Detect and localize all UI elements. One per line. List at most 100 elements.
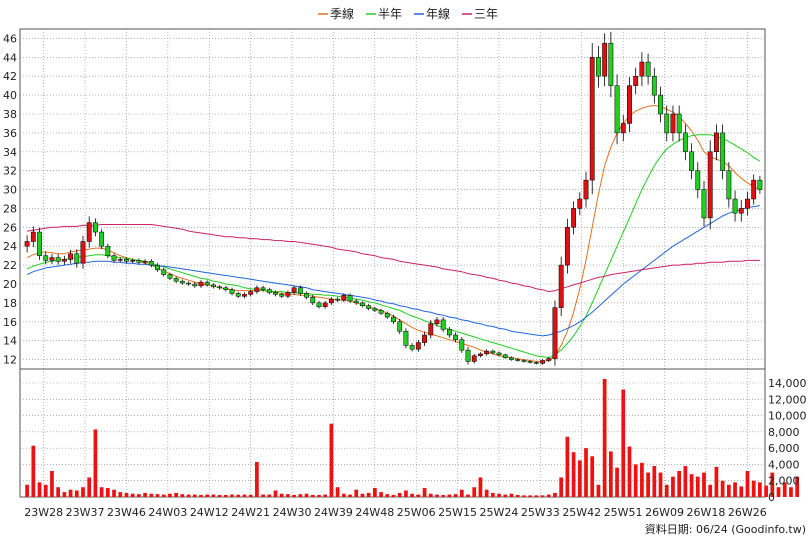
x-tick-label: 24W03 bbox=[148, 506, 187, 519]
volume-bar bbox=[124, 492, 129, 497]
candle-body bbox=[384, 313, 390, 318]
ma-3year-line bbox=[27, 224, 760, 293]
candle-body bbox=[397, 321, 403, 332]
price-tick-label: 14 bbox=[3, 335, 17, 348]
volume-bar bbox=[714, 466, 719, 497]
volume-bar bbox=[608, 451, 613, 497]
volume-bar bbox=[733, 482, 737, 497]
volume-bar bbox=[497, 493, 501, 497]
x-tick-label: 25W06 bbox=[397, 506, 436, 519]
volume-bar bbox=[223, 494, 228, 497]
volume-bar bbox=[298, 494, 303, 497]
candle-body bbox=[533, 362, 539, 364]
volume-bar bbox=[261, 494, 265, 497]
candle-body bbox=[61, 259, 67, 262]
candle-body bbox=[186, 282, 191, 285]
candle-body bbox=[676, 113, 682, 134]
volume-bar bbox=[329, 423, 334, 497]
candle-body bbox=[627, 85, 632, 124]
candle-body bbox=[596, 57, 601, 77]
candle-body bbox=[670, 113, 676, 134]
volume-bar bbox=[758, 482, 762, 497]
volume-bar bbox=[248, 494, 253, 497]
candle-body bbox=[161, 269, 167, 275]
candle-body bbox=[347, 295, 353, 302]
volume-bar bbox=[130, 493, 135, 497]
candle-body bbox=[353, 300, 359, 304]
price-tick-label: 40 bbox=[3, 89, 17, 102]
candle-body bbox=[620, 123, 626, 134]
price-tick-label: 34 bbox=[3, 146, 17, 159]
volume-bar bbox=[565, 436, 570, 497]
volume-bar bbox=[43, 484, 48, 497]
volume-tick-label: 4,000 bbox=[768, 458, 800, 471]
candle-body bbox=[99, 231, 105, 247]
price-tick-label: 36 bbox=[3, 127, 17, 140]
volume-bar bbox=[360, 493, 365, 497]
volume-bar bbox=[341, 493, 346, 497]
candle-body bbox=[173, 278, 179, 282]
candle-body bbox=[117, 259, 123, 261]
volume-bar bbox=[192, 494, 197, 497]
volume-bar bbox=[149, 493, 154, 497]
candle-body bbox=[633, 75, 639, 86]
candle-body bbox=[645, 61, 651, 77]
volume-bar bbox=[143, 492, 147, 497]
price-tick-label: 42 bbox=[3, 70, 17, 83]
volume-bar bbox=[559, 477, 564, 497]
candle-body bbox=[689, 151, 695, 171]
candle-body bbox=[391, 316, 396, 323]
x-tick-label: 25W24 bbox=[480, 506, 519, 519]
volume-bar bbox=[540, 495, 545, 497]
candle-body bbox=[37, 231, 42, 256]
legend-label: 三年 bbox=[474, 7, 498, 21]
legend-label: 半年 bbox=[378, 7, 402, 21]
volume-bar bbox=[683, 466, 688, 497]
volume-bar bbox=[93, 429, 98, 497]
volume-bar bbox=[534, 495, 539, 497]
candle-body bbox=[658, 94, 663, 115]
candle-body bbox=[521, 360, 527, 362]
candle-body bbox=[434, 319, 440, 324]
candle-body bbox=[285, 292, 291, 297]
volume-bar bbox=[490, 492, 495, 497]
x-tick-label: 24W39 bbox=[314, 506, 353, 519]
volume-bar bbox=[658, 472, 663, 497]
candle-body bbox=[682, 132, 688, 153]
candle-body bbox=[124, 259, 129, 262]
volume-bar bbox=[689, 474, 694, 497]
candle-body bbox=[105, 245, 111, 256]
candle-body bbox=[465, 349, 471, 362]
price-tick-label: 26 bbox=[3, 221, 17, 234]
candle-body bbox=[136, 260, 142, 263]
volume-bar bbox=[447, 494, 452, 497]
volume-bar bbox=[708, 484, 713, 497]
candle-body bbox=[86, 222, 92, 242]
volume-bar bbox=[105, 488, 110, 497]
volume-y-axis: 0 2,000 4,000 6,000 8,000 10,000 12,000 14,000 bbox=[768, 377, 807, 504]
x-tick-label: 23W28 bbox=[24, 506, 63, 519]
candle-body bbox=[49, 257, 55, 261]
volume-bar bbox=[671, 476, 675, 497]
candle-body bbox=[43, 255, 49, 261]
data-date-label: 資料日期: 06/24 (Goodinfo.tw) bbox=[645, 522, 806, 536]
volume-bar bbox=[199, 494, 203, 497]
volume-bar bbox=[615, 467, 619, 497]
candle-body bbox=[360, 302, 365, 306]
price-tick-label: 12 bbox=[3, 354, 17, 367]
volume-bar bbox=[515, 494, 520, 497]
volume-bar bbox=[236, 494, 241, 497]
volume-bar bbox=[242, 494, 247, 497]
volume-bar bbox=[528, 495, 532, 497]
candle-body bbox=[496, 352, 502, 356]
candle-body bbox=[80, 241, 86, 264]
x-tick-label: 24W21 bbox=[231, 506, 270, 519]
volume-bar bbox=[789, 487, 793, 497]
candle-body bbox=[614, 85, 620, 134]
candle-body bbox=[204, 281, 210, 286]
candle-body bbox=[471, 355, 477, 362]
candle-body bbox=[372, 308, 378, 311]
candle-body bbox=[738, 208, 744, 214]
candle-body bbox=[111, 255, 117, 261]
